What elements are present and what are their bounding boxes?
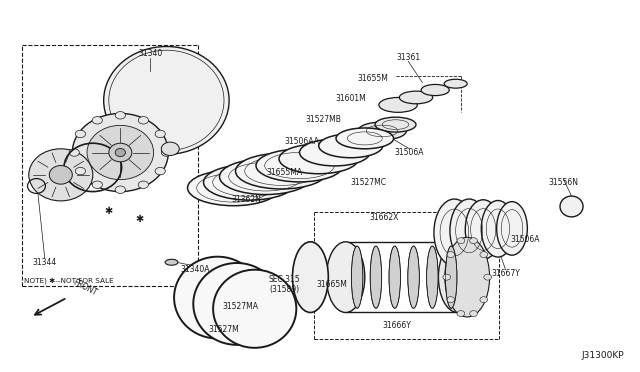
Ellipse shape (69, 149, 79, 156)
Text: FRONT: FRONT (72, 278, 99, 298)
Ellipse shape (450, 199, 488, 262)
Ellipse shape (92, 181, 102, 189)
Text: 31340A: 31340A (180, 265, 210, 274)
Ellipse shape (497, 202, 527, 255)
Ellipse shape (370, 246, 381, 308)
Ellipse shape (87, 125, 154, 180)
Ellipse shape (49, 166, 72, 184)
Text: 31655MA: 31655MA (267, 169, 303, 177)
Ellipse shape (408, 246, 419, 308)
Ellipse shape (115, 186, 125, 193)
Ellipse shape (438, 242, 477, 312)
Ellipse shape (319, 134, 383, 158)
Text: J31300KP: J31300KP (581, 351, 624, 360)
Text: NOTE) ✱--NOT FOR SALE: NOTE) ✱--NOT FOR SALE (24, 278, 114, 284)
Ellipse shape (434, 199, 475, 266)
Ellipse shape (279, 144, 358, 174)
Ellipse shape (220, 159, 312, 195)
Text: 31655M: 31655M (357, 74, 388, 83)
Text: 31506AA: 31506AA (285, 137, 319, 146)
Ellipse shape (465, 200, 501, 259)
Ellipse shape (379, 97, 417, 112)
Ellipse shape (457, 238, 465, 244)
Ellipse shape (161, 142, 179, 155)
Text: 31527MC: 31527MC (350, 178, 386, 187)
Ellipse shape (445, 246, 457, 308)
Ellipse shape (375, 117, 416, 132)
Text: 31344: 31344 (33, 258, 57, 267)
Ellipse shape (300, 139, 370, 166)
Text: 31361: 31361 (396, 53, 420, 62)
Ellipse shape (193, 263, 280, 345)
Ellipse shape (421, 84, 449, 96)
Ellipse shape (444, 79, 467, 88)
Ellipse shape (326, 242, 365, 312)
Ellipse shape (72, 113, 168, 192)
Text: 31527M: 31527M (209, 325, 239, 334)
Text: 31506A: 31506A (510, 235, 540, 244)
Text: 31665M: 31665M (316, 280, 347, 289)
Ellipse shape (115, 112, 125, 119)
Ellipse shape (204, 164, 296, 200)
Ellipse shape (104, 46, 229, 154)
Text: ✱: ✱ (136, 215, 143, 224)
Ellipse shape (138, 181, 148, 189)
Ellipse shape (358, 122, 406, 140)
Ellipse shape (447, 251, 454, 257)
Ellipse shape (155, 130, 165, 138)
Ellipse shape (338, 128, 392, 148)
Text: SEC.315
(31589): SEC.315 (31589) (269, 275, 301, 294)
Ellipse shape (76, 130, 86, 138)
Ellipse shape (481, 201, 515, 257)
Ellipse shape (213, 270, 296, 348)
Ellipse shape (470, 311, 477, 317)
Ellipse shape (480, 251, 488, 257)
Ellipse shape (484, 274, 492, 280)
Ellipse shape (292, 242, 328, 312)
Ellipse shape (165, 259, 178, 265)
Ellipse shape (470, 238, 477, 244)
Ellipse shape (155, 167, 165, 175)
Ellipse shape (92, 116, 102, 124)
Ellipse shape (188, 170, 280, 206)
Ellipse shape (447, 297, 454, 303)
Ellipse shape (560, 196, 583, 217)
Text: 31556N: 31556N (548, 178, 578, 187)
Text: 31527MB: 31527MB (305, 115, 341, 124)
Ellipse shape (427, 246, 438, 308)
Ellipse shape (236, 153, 328, 189)
Text: 31527MA: 31527MA (222, 302, 258, 311)
Ellipse shape (351, 246, 363, 308)
Ellipse shape (389, 246, 401, 308)
Ellipse shape (174, 257, 261, 339)
Text: 31667Y: 31667Y (491, 269, 520, 278)
Ellipse shape (161, 149, 172, 156)
Text: ✱: ✱ (105, 206, 113, 216)
Ellipse shape (445, 237, 490, 317)
Ellipse shape (138, 116, 148, 124)
Text: 31666Y: 31666Y (382, 321, 412, 330)
Text: 31662X: 31662X (369, 213, 399, 222)
Ellipse shape (115, 148, 125, 157)
Ellipse shape (399, 91, 433, 104)
Ellipse shape (29, 149, 93, 201)
Ellipse shape (256, 149, 343, 182)
Ellipse shape (457, 311, 465, 317)
Ellipse shape (480, 297, 488, 303)
Text: 31601M: 31601M (335, 94, 366, 103)
Ellipse shape (109, 143, 132, 162)
Text: 31506A: 31506A (395, 148, 424, 157)
Ellipse shape (76, 167, 86, 175)
Text: 31340: 31340 (138, 49, 163, 58)
Text: 31362N: 31362N (232, 195, 261, 203)
Ellipse shape (443, 274, 451, 280)
Ellipse shape (336, 128, 394, 149)
